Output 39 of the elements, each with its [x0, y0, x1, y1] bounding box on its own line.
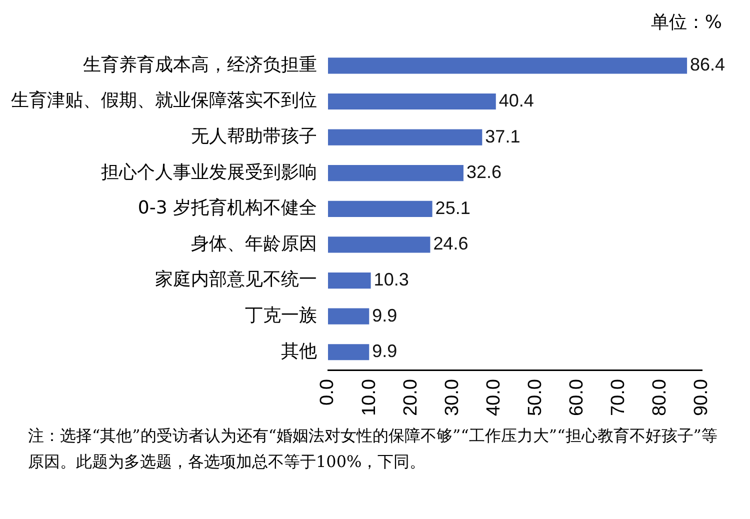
text: 单位：% [650, 11, 723, 34]
data-label: 25.1 [435, 198, 470, 218]
data-label: 10.3 [374, 269, 409, 290]
y-tick-label: 生育津贴、假期、就业保障落实不到位 [11, 90, 317, 112]
bar [328, 236, 430, 253]
x-tick-label: 50.0 [525, 379, 546, 416]
y-tick-label: 家庭内部意见不统一 [155, 269, 317, 290]
y-tick-label: 丁克一族 [245, 304, 317, 326]
data-label: 40.4 [498, 90, 534, 110]
bar [328, 308, 370, 324]
x-tick-label: 0.0 [317, 379, 338, 406]
data-label: 9.9 [372, 341, 398, 362]
data-label: 9.9 [372, 305, 398, 326]
x-tick-label: 10.0 [358, 379, 380, 416]
y-tick-label: 担心个人事业发展受到影响 [101, 162, 317, 183]
bar [328, 165, 464, 182]
y-tick-label: 0-3 岁托育机构不健全 [138, 198, 317, 219]
x-tick-label: 30.0 [442, 379, 463, 416]
y-tick-label: 其他 [281, 340, 317, 362]
bar [328, 129, 482, 146]
x-tick-label: 70.0 [608, 379, 630, 416]
bar [328, 93, 496, 110]
text: 注：选择“其他”的受访者认为还有“婚姻法对女性的保障不够”“工作压力大”“担心教育不好孩子”等原因。此题为多选题，各选项加总不等于100%，下同。 [27, 425, 718, 473]
x-tick-label: 40.0 [483, 379, 504, 416]
bar [328, 200, 432, 217]
data-label: 32.6 [466, 162, 502, 182]
bar [328, 58, 688, 74]
y-tick-label: 身体、年龄原因 [191, 233, 317, 254]
x-tick-label: 90.0 [691, 379, 712, 416]
data-label: 24.6 [433, 234, 468, 254]
y-tick-label: 无人帮助带孩子 [191, 126, 317, 147]
x-tick-label: 80.0 [650, 379, 671, 416]
x-tick-label: 60.0 [566, 379, 588, 416]
y-tick-label: 生育养育成本高，经济负担重 [83, 54, 317, 76]
bar [328, 272, 371, 289]
x-tick-label: 20.0 [400, 379, 422, 416]
data-label: 37.1 [485, 126, 520, 146]
data-label: 86.4 [690, 54, 726, 75]
bar [328, 344, 370, 360]
